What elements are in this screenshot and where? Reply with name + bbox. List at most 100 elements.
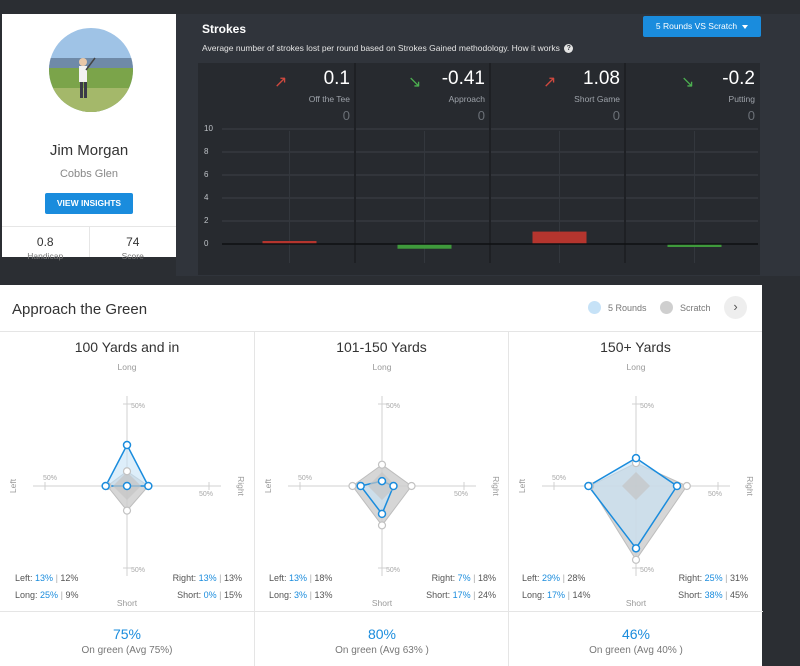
player-point <box>672 481 682 491</box>
strokes-chart: 10 8 6 4 2 0 ↗ 0.1 Off the Tee 0 ↘ -0.41… <box>198 63 760 275</box>
stat-label: Long: <box>269 590 292 600</box>
category-putting[interactable]: ↘ -0.2 Putting 0 <box>627 63 759 128</box>
scale-label: 50% <box>386 567 400 574</box>
right-stat: Right: 7% | 18% <box>432 573 496 583</box>
separator: | <box>60 590 63 600</box>
legend-label: 5 Rounds <box>608 302 647 313</box>
long-stat: Long: 25% | 9% <box>15 590 78 600</box>
separator: | <box>309 573 312 583</box>
stat-label: Right: <box>678 573 703 583</box>
player-point <box>389 481 398 491</box>
scratch-point <box>407 481 416 491</box>
right-stat: Right: 13% | 13% <box>173 573 242 583</box>
bar-short-game <box>532 231 587 244</box>
player-point <box>101 481 110 491</box>
player-point <box>144 481 153 491</box>
axis-label-long: Long <box>118 362 137 372</box>
handicap-label: Handicap <box>27 251 64 261</box>
bar-putting <box>667 244 722 247</box>
scale-label: 50% <box>454 491 468 498</box>
handicap-stat: 0.8 Handicap <box>2 227 89 261</box>
scale-label: 50% <box>552 475 566 482</box>
player-point <box>122 481 132 491</box>
stat-label: Left: <box>522 573 540 583</box>
category-label: Putting <box>728 94 755 104</box>
scale-label: 50% <box>199 491 213 498</box>
separator: | <box>473 573 476 583</box>
scratch-pct: 45% <box>729 590 748 600</box>
scratch-pct: 18% <box>314 573 333 583</box>
view-insights-button[interactable]: VIEW INSIGHTS <box>45 193 133 214</box>
approach-title: Approach the Green <box>12 301 148 318</box>
panel-title: 100 Yards and in <box>74 339 180 355</box>
strokes-subtitle: Average number of strokes lost per round… <box>202 43 574 54</box>
category-value: 0.1 <box>323 68 350 89</box>
long-stat: Long: 17% | 14% <box>522 590 590 600</box>
y-tick: 6 <box>204 170 209 179</box>
scale-label: 50% <box>386 403 400 410</box>
player-pct: 7% <box>457 573 471 583</box>
axis-label-short: Short <box>117 598 138 608</box>
on-green-pct: 75% <box>112 626 142 642</box>
player-pct: 25% <box>704 573 723 583</box>
on-green-label: On green (Avg 75%) <box>81 645 173 656</box>
category-scratch-value: 0 <box>612 108 620 123</box>
stat-label: Long: <box>15 590 38 600</box>
scale-label: 50% <box>131 403 145 410</box>
approach-grid: 100 Yards and in Long Short Left Right 50% 50… <box>0 331 763 666</box>
category-label: Approach <box>448 94 485 104</box>
center-marker <box>368 472 396 500</box>
radar-chart: Long Short Left Right 50% 50% 50% 50% <box>263 362 501 608</box>
rounds-compare-label: 5 Rounds VS Scratch <box>655 21 738 31</box>
approach-panel-101-150-yards: 101-150 Yards Long Short Left Right 50% 50% 50… <box>254 332 509 666</box>
axis-label-left: Left <box>517 478 527 493</box>
long-stat: Long: 3% | 13% <box>269 590 332 600</box>
category-label: Off the Tee <box>308 94 350 104</box>
strokes-title: Strokes <box>202 22 247 36</box>
scratch-point <box>377 521 387 530</box>
scale-label: 50% <box>708 491 722 498</box>
axis-label-short: Short <box>626 598 647 608</box>
center-marker <box>622 472 650 500</box>
on-green-footer: 46% On green (Avg 40% ) <box>509 611 763 666</box>
scale-label: 50% <box>640 403 654 410</box>
stat-label: Short: <box>426 590 451 600</box>
question-circle-icon[interactable]: ? <box>564 44 574 54</box>
y-tick: 0 <box>204 239 209 248</box>
scale-label: 50% <box>43 475 57 482</box>
radar-chart: Long Short Left Right 50% 50% 50% 50% <box>517 362 755 608</box>
axis-label-right: Right <box>745 476 755 496</box>
player-point <box>584 481 593 491</box>
category-value: 1.08 <box>583 68 620 89</box>
chevron-right-icon[interactable]: › <box>724 296 747 319</box>
on-green-footer: 75% On green (Avg 75%) <box>0 611 254 666</box>
separator: | <box>219 573 222 583</box>
legend-5-rounds[interactable]: 5 Rounds <box>588 301 647 314</box>
player-pct: 0% <box>203 590 217 600</box>
scratch-pct: 31% <box>729 573 748 583</box>
player-pct: 3% <box>294 590 308 600</box>
scratch-pct: 13% <box>314 590 333 600</box>
category-off-the-tee[interactable]: ↗ 0.1 Off the Tee 0 <box>222 63 354 128</box>
player-pct: 29% <box>542 573 561 583</box>
short-stat: Short: 0% | 15% <box>177 590 242 600</box>
rounds-compare-dropdown[interactable]: 5 Rounds VS Scratch <box>643 16 761 37</box>
axis-label-left: Left <box>8 478 18 493</box>
player-point <box>377 509 387 519</box>
scratch-pct: 13% <box>223 573 242 583</box>
panel-title: 150+ Yards <box>600 339 671 355</box>
avatar[interactable] <box>49 28 133 112</box>
y-tick: 8 <box>204 147 209 156</box>
category-approach[interactable]: ↘ -0.41 Approach 0 <box>357 63 489 128</box>
left-stat: Left: 13% | 12% <box>15 573 78 583</box>
category-short-game[interactable]: ↗ 1.08 Short Game 0 <box>492 63 624 128</box>
separator: | <box>725 573 728 583</box>
legend-scratch[interactable]: Scratch <box>660 301 711 314</box>
legend-dot-icon <box>588 301 601 314</box>
player-point <box>377 476 387 486</box>
axis-label-long: Long <box>627 362 646 372</box>
stat-label: Long: <box>522 590 545 600</box>
y-tick: 4 <box>204 193 209 202</box>
separator: | <box>219 590 222 600</box>
player-pct: 13% <box>198 573 217 583</box>
